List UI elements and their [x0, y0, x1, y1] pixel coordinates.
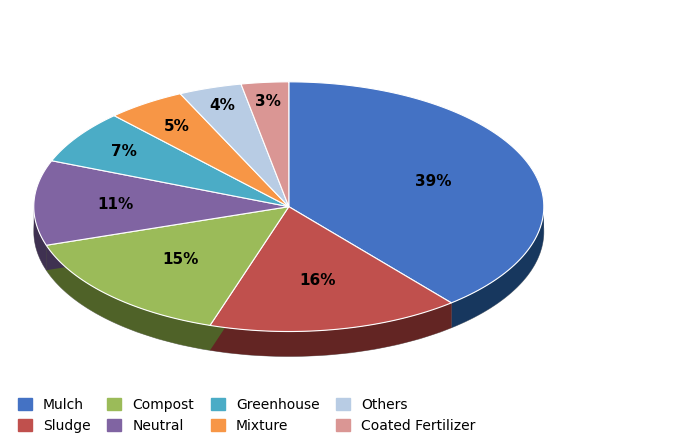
Polygon shape [47, 207, 289, 326]
Polygon shape [34, 207, 47, 270]
Polygon shape [47, 207, 289, 270]
Text: 5%: 5% [164, 119, 190, 134]
Polygon shape [289, 207, 451, 328]
Text: 11%: 11% [97, 197, 134, 212]
Polygon shape [241, 82, 289, 207]
Text: 16%: 16% [299, 273, 336, 288]
Text: 7%: 7% [112, 144, 137, 159]
Polygon shape [34, 161, 289, 245]
Legend: Mulch, Sludge, Compost, Neutral, Greenhouse, Mixture, Others, Coated Fertilizer: Mulch, Sludge, Compost, Neutral, Greenho… [14, 394, 479, 437]
Polygon shape [289, 207, 451, 328]
Polygon shape [289, 82, 544, 303]
Polygon shape [180, 84, 289, 207]
Polygon shape [210, 207, 451, 331]
Text: 15%: 15% [162, 252, 199, 267]
Polygon shape [51, 116, 289, 207]
Text: 3%: 3% [256, 94, 282, 109]
Polygon shape [47, 245, 210, 350]
Polygon shape [210, 207, 289, 350]
Polygon shape [210, 303, 451, 356]
Polygon shape [114, 94, 289, 207]
Polygon shape [451, 209, 544, 328]
Polygon shape [47, 207, 289, 270]
Text: 4%: 4% [209, 98, 235, 113]
Polygon shape [210, 207, 289, 350]
Text: 39%: 39% [414, 174, 451, 189]
